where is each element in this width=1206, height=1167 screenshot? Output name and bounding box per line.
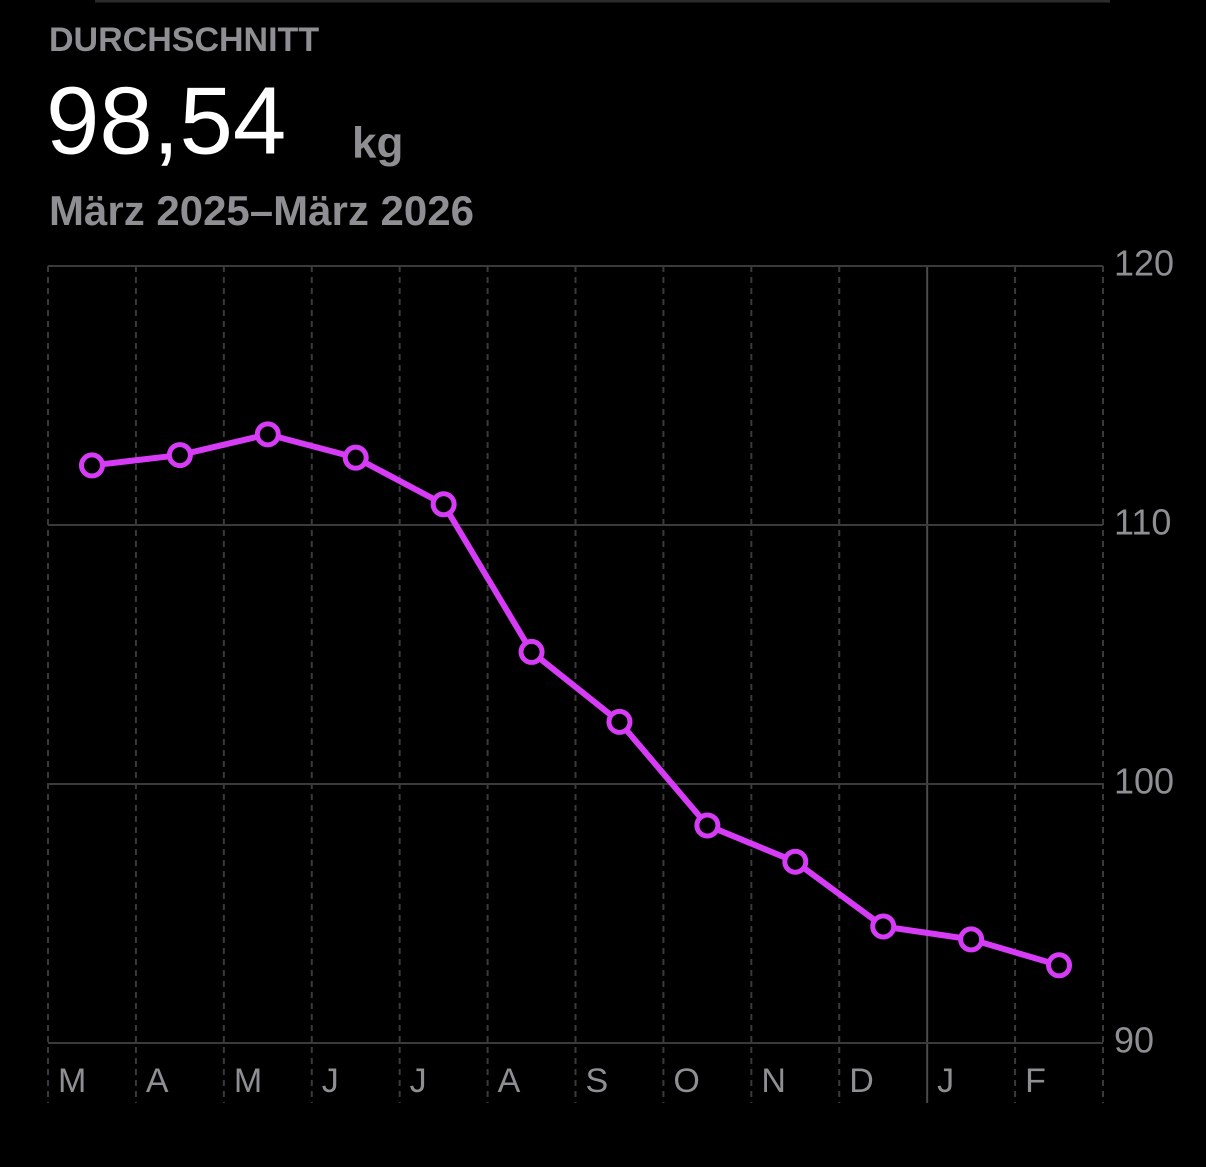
x-tick-label: A [146,1062,169,1100]
x-tick-label: N [761,1062,786,1100]
data-point [342,444,369,471]
y-tick-label: 110 [1114,502,1171,543]
headline-value: 98,54 [46,67,286,174]
data-point [1046,952,1073,979]
chart-title: DURCHSCHNITT [49,21,319,59]
y-tick-label: 90 [1114,1020,1154,1061]
data-point [78,452,105,479]
x-tick-label: F [1025,1062,1046,1100]
x-tick-label: A [498,1062,521,1100]
x-tick-label: M [234,1062,262,1100]
data-line [91,431,1060,969]
x-tick-label: J [937,1062,954,1100]
x-tick-label: J [322,1062,339,1100]
data-point [166,442,193,469]
headline-unit: kg [352,119,403,168]
data-point [870,913,897,940]
x-tick-label: D [849,1062,874,1100]
x-tick-label: M [58,1062,86,1100]
data-point [430,491,457,518]
y-tick-label: 100 [1114,761,1174,802]
data-point [958,926,985,953]
data-point [782,848,809,875]
x-tick-label: S [586,1062,609,1100]
y-tick-label: 120 [1114,243,1174,284]
data-point [694,812,721,839]
data-point [606,708,633,735]
x-tick-label: J [410,1062,427,1100]
x-tick-label: O [673,1062,699,1100]
data-point [518,638,545,665]
data-point [254,421,281,448]
date-range: März 2025–März 2026 [49,187,474,234]
